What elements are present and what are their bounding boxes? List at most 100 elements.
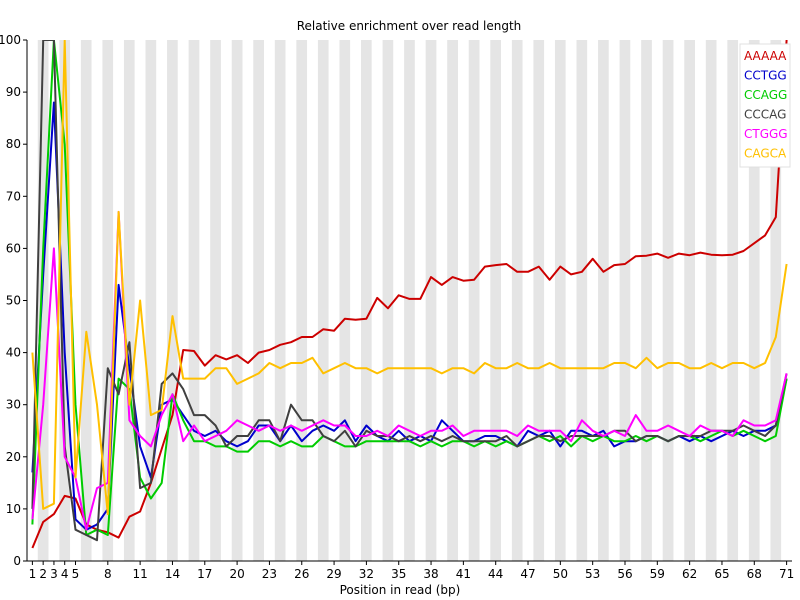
grid-band — [177, 40, 189, 561]
legend-entry-cagca: CAGCA — [744, 147, 787, 161]
grid-band — [339, 40, 351, 561]
x-tick-label: 23 — [262, 567, 277, 581]
grid-band — [296, 40, 308, 561]
x-tick-label: 62 — [682, 567, 697, 581]
x-tick-label: 17 — [197, 567, 212, 581]
grid-band — [565, 40, 577, 561]
grid-band — [317, 40, 329, 561]
grid-band — [253, 40, 265, 561]
series-lines — [31, 40, 788, 549]
series-line-aaaaa — [31, 40, 788, 549]
grid-band — [490, 40, 502, 561]
x-tick-label: 14 — [165, 567, 180, 581]
x-tick-label: 11 — [132, 567, 147, 581]
x-tick-label: 32 — [359, 567, 374, 581]
legend-entry-ctggg: CTGGG — [744, 127, 788, 141]
grid-band — [501, 40, 512, 561]
grid-band — [361, 40, 372, 561]
legend-entry-cctgg: CCTGG — [744, 69, 787, 83]
series-line-cccag — [31, 40, 788, 542]
grid-band — [91, 40, 103, 561]
x-axis-label: Position in read (bp) — [340, 583, 461, 597]
grid-band — [102, 40, 114, 561]
legend-entry-ccagg: CCAGG — [744, 88, 787, 102]
grid-band — [651, 40, 663, 561]
grid-band — [382, 40, 394, 561]
grid-band — [759, 40, 771, 561]
grid-band — [533, 40, 545, 561]
grid-band — [608, 40, 620, 561]
grid-band — [619, 40, 631, 561]
y-tick-label: 20 — [6, 450, 21, 464]
grid-band — [167, 40, 178, 561]
y-tick-label: 50 — [6, 294, 21, 308]
x-tick-label: 20 — [229, 567, 244, 581]
grid-band — [48, 40, 60, 561]
grid-band — [705, 40, 717, 561]
legend: AAAAA CCTGG CCAGG CCCAG CTGGG CAGCA — [739, 43, 791, 168]
grid-band — [307, 40, 318, 561]
y-axis: 0 10 20 30 40 50 60 70 80 90 100 — [0, 33, 28, 568]
grid-band — [123, 40, 135, 561]
grid-band — [27, 40, 38, 561]
grid-bands — [27, 40, 792, 561]
series-line-ctggg — [31, 210, 788, 531]
grid-band — [748, 40, 760, 561]
grid-band — [80, 40, 92, 561]
x-tick-label: 3 — [50, 567, 58, 581]
x-tick-label: 53 — [585, 567, 600, 581]
grid-band — [716, 40, 728, 561]
grid-band — [404, 40, 415, 561]
x-tick-label: 29 — [326, 567, 341, 581]
grid-band — [210, 40, 221, 561]
grid-band — [770, 40, 782, 561]
x-tick-label: 35 — [391, 567, 406, 581]
grid-band — [727, 40, 739, 561]
grid-band — [511, 40, 523, 561]
grid-band — [684, 40, 696, 561]
grid-band — [457, 40, 469, 561]
grid-band — [673, 40, 685, 561]
x-tick-label: 50 — [553, 567, 568, 581]
x-tick-label: 59 — [650, 567, 665, 581]
legend-entry-aaaaa: AAAAA — [744, 49, 787, 63]
legend-entry-cccag: CCCAG — [744, 108, 786, 122]
grid-band — [576, 40, 588, 561]
grid-band — [738, 40, 749, 561]
grid-band — [285, 40, 297, 561]
grid-band — [350, 40, 362, 561]
grid-band — [695, 40, 706, 561]
x-tick-label: 4 — [61, 567, 69, 581]
grid-band — [781, 40, 792, 561]
x-axis: 1 2 3 4 5 8 11 14 17 20 23 26 29 32 35 38 41 44 47 50 53 56 59… — [27, 560, 794, 581]
grid-band — [231, 40, 243, 561]
x-tick-label: 1 — [29, 567, 37, 581]
y-tick-label: 60 — [6, 241, 21, 255]
grid-band — [425, 40, 437, 561]
y-tick-label: 10 — [6, 502, 21, 516]
grid-band — [328, 40, 340, 561]
y-tick-label: 90 — [6, 85, 21, 99]
grid-band — [220, 40, 232, 561]
grid-band — [662, 40, 674, 561]
x-tick-label: 8 — [104, 567, 112, 581]
x-tick-label: 5 — [72, 567, 80, 581]
grid-band — [199, 40, 211, 561]
grid-band — [70, 40, 81, 561]
grid-band — [641, 40, 652, 561]
x-tick-label: 26 — [294, 567, 309, 581]
grid-band — [436, 40, 448, 561]
x-tick-label: 71 — [779, 567, 794, 581]
grid-band — [598, 40, 609, 561]
grid-band — [447, 40, 458, 561]
x-tick-label: 44 — [488, 567, 503, 581]
x-tick-label: 47 — [520, 567, 535, 581]
y-tick-label: 70 — [6, 189, 21, 203]
legend-box — [739, 43, 791, 168]
grid-band — [468, 40, 480, 561]
y-tick-label: 40 — [6, 346, 21, 360]
grid-band — [554, 40, 566, 561]
x-tick-label: 65 — [714, 567, 729, 581]
grid-band — [393, 40, 405, 561]
